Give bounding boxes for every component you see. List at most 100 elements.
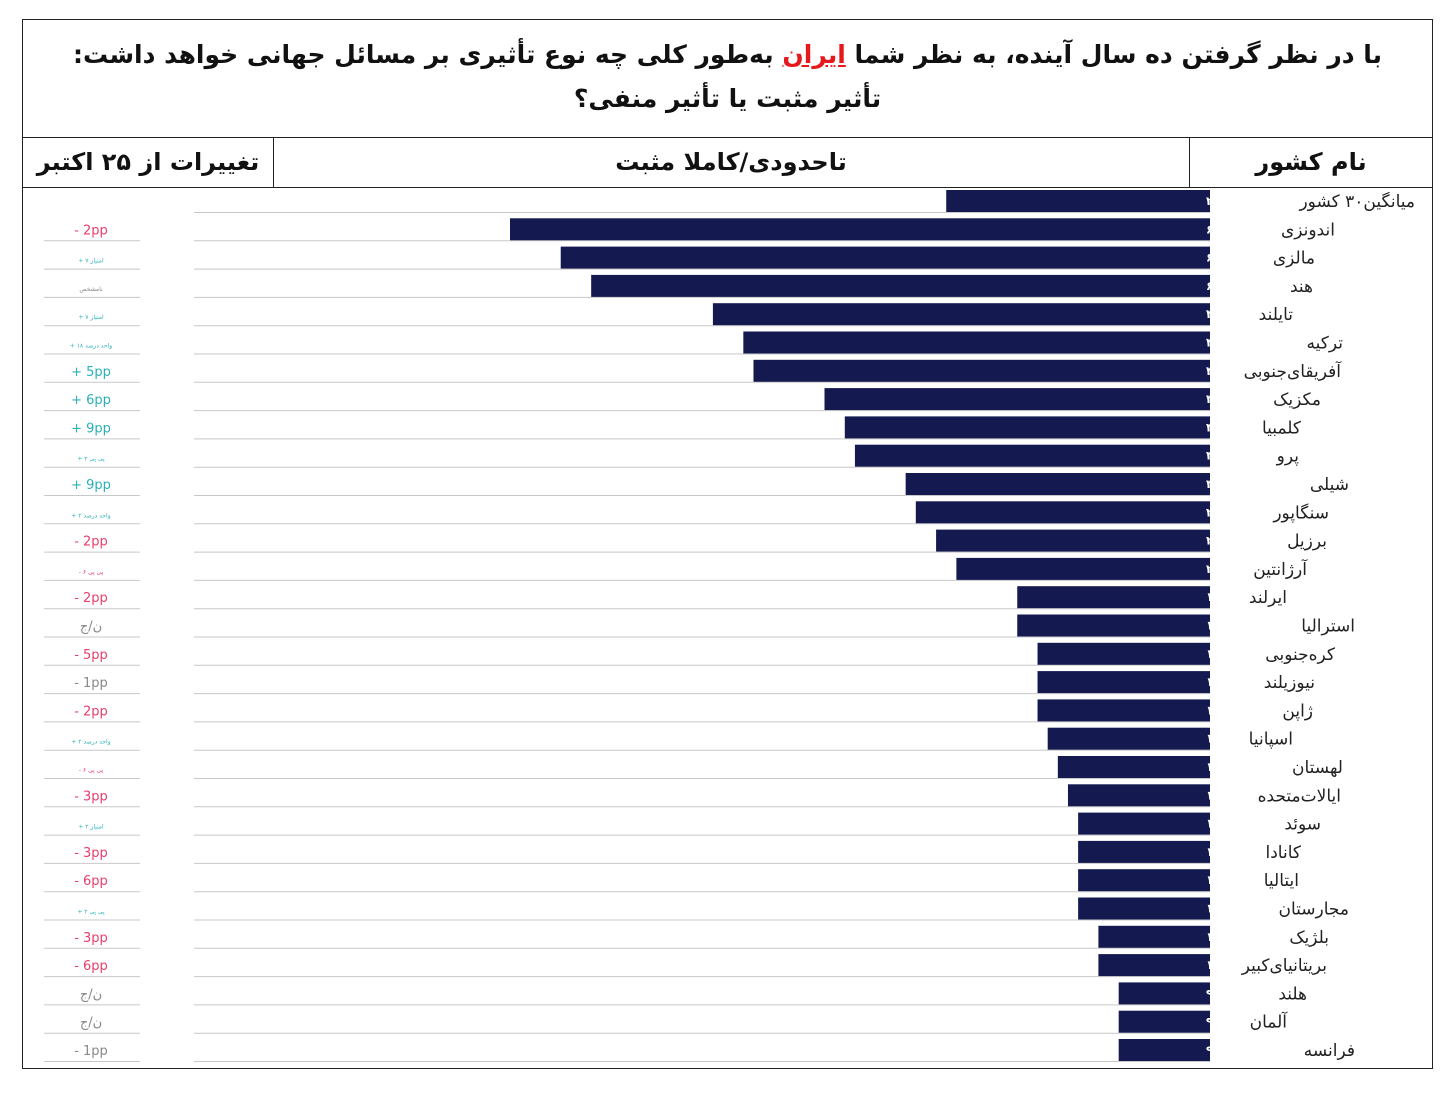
bar-value-label: ۴۹٪ [1206, 307, 1228, 321]
bar-value-label: ۳۰٪ [1206, 477, 1228, 491]
bar-value-label: ۱۷٪ [1206, 647, 1228, 661]
bar-value-label: ۹٪ [1206, 1015, 1221, 1029]
bar [1118, 982, 1210, 1005]
bar [712, 303, 1210, 326]
change-value: - 2pp [74, 223, 108, 238]
header-country: نام کشور [1255, 148, 1367, 176]
country-label: مکزیک [1273, 390, 1321, 410]
change-value: - 2pp [74, 704, 108, 719]
change-value: - ۶ پی پی [79, 767, 104, 774]
bar [1078, 897, 1210, 920]
change-value: - 2pp [74, 535, 108, 550]
country-label: کانادا [1266, 843, 1302, 863]
bar-value-label: ۱۳٪ [1206, 817, 1228, 831]
country-label: آفریقای‌جنوبی [1244, 360, 1343, 382]
bar [824, 388, 1210, 411]
bar [1017, 614, 1210, 637]
country-label: هلند [1278, 984, 1307, 1004]
bar [510, 218, 1210, 241]
bar [1067, 784, 1210, 807]
country-label: استرالیا [1301, 617, 1355, 637]
country-label: بریتانیای‌کبیر [1241, 956, 1327, 976]
header-change: تغییرات از ۲۵ اکتبر [23, 137, 274, 187]
bar-value-label: ۶۹٪ [1206, 222, 1228, 236]
bar [1037, 671, 1210, 694]
change-value: - 1pp [74, 676, 108, 691]
country-label: هند [1290, 277, 1313, 297]
change-value: + 5pp [71, 365, 111, 380]
bar-value-label: ۱۶٪ [1206, 732, 1228, 746]
bar-value-label: ۱۳٪ [1206, 902, 1228, 916]
bar-value-label: ۳۸٪ [1206, 392, 1228, 406]
country-label: آرژانتین [1253, 558, 1308, 580]
header-row: تغییرات از ۲۵ اکتبر تاحدودی/کاملا مثبت ن… [23, 137, 1432, 188]
bar [915, 501, 1210, 524]
country-label: سنگاپور [1272, 502, 1329, 523]
change-value: نامشخص [79, 286, 103, 293]
change-value: - 3pp [74, 846, 108, 861]
bar [854, 444, 1210, 467]
bar-value-label: ۹٪ [1206, 1043, 1221, 1057]
change-value: + ۱۸ واحد درصد [70, 343, 113, 350]
change-value: ن/ج [80, 1016, 102, 1031]
country-label: ژاپن [1282, 701, 1313, 721]
bar [946, 190, 1210, 212]
bar-value-label: ۶۴٪ [1206, 251, 1228, 265]
country-label: اندونزی [1281, 220, 1335, 240]
change-value: - 3pp [74, 789, 108, 804]
bar-value-label: ۱۴٪ [1206, 788, 1228, 802]
change-value: + ۲ واحد درصد [71, 512, 110, 519]
bar-value-label: ۱۷٪ [1206, 675, 1228, 689]
bar [1098, 925, 1210, 948]
change-value: - 6pp [74, 874, 108, 889]
country-label: ایتالیا [1264, 871, 1299, 891]
change-value: + ۲ پی پی [77, 456, 105, 463]
bar-value-label: ۹٪ [1206, 986, 1221, 1000]
country-label: اسپانیا [1249, 730, 1293, 750]
bar-value-label: ۲۶٪ [1206, 194, 1228, 208]
change-value: ن/ج [80, 620, 102, 635]
country-label: آلمان [1250, 1011, 1289, 1033]
bar-value-label: ۱۹٪ [1206, 619, 1228, 633]
country-label: کلمبیا [1262, 418, 1302, 438]
change-value: + 9pp [71, 421, 111, 436]
bar-value-label: ۲۷٪ [1206, 534, 1228, 548]
change-value: - 2pp [74, 591, 108, 606]
bar [1118, 1010, 1210, 1033]
country-label: شیلی [1310, 475, 1349, 495]
bar [956, 557, 1210, 580]
bar [1047, 727, 1210, 750]
bar [844, 416, 1210, 439]
country-label: میانگین۳۰ کشور [1298, 191, 1415, 212]
bar [1078, 812, 1210, 835]
country-label: مجارستان [1278, 900, 1349, 920]
bar [1037, 642, 1210, 665]
country-label: پرو [1276, 447, 1300, 467]
bar-value-label: ۲۹٪ [1206, 505, 1228, 519]
bar-value-label: ۱۵٪ [1206, 760, 1228, 774]
country-label: لهستان [1292, 758, 1343, 778]
bar-value-label: ۲۵٪ [1206, 562, 1228, 576]
country-label: فرانسه [1304, 1041, 1355, 1061]
country-label: ایرلند [1249, 588, 1287, 608]
country-label: تایلند [1259, 305, 1294, 325]
change-value: ن/ج [80, 987, 102, 1002]
chart-frame: با در نظر گرفتن ده سال آینده، به نظر شما… [22, 19, 1433, 1069]
bar-value-label: ۱۷٪ [1206, 703, 1228, 717]
bar-value-label: ۱۳٪ [1206, 845, 1228, 859]
country-label: نیوزیلند [1264, 673, 1315, 693]
bar [936, 529, 1210, 552]
change-value: + ۲ امتیاز [78, 824, 104, 831]
change-value: - 1pp [74, 1044, 108, 1059]
title-line-1: با در نظر گرفتن ده سال آینده، به نظر شما… [23, 37, 1432, 73]
bar [1037, 699, 1210, 722]
bar-value-label: ۴۶٪ [1206, 336, 1228, 350]
bar-value-label: ۳۵٪ [1206, 449, 1228, 463]
bar [1118, 1039, 1210, 1061]
bar-value-label: ۱۹٪ [1206, 590, 1228, 604]
country-label: برزیل [1287, 532, 1327, 552]
title-before: با در نظر گرفتن ده سال آینده، به نظر شما [854, 40, 1383, 69]
title-after: به‌طور کلی چه نوع تأثیری بر مسائل جهانی … [72, 40, 774, 69]
bar [591, 274, 1210, 297]
title-highlight-iran: ایران [782, 40, 846, 69]
